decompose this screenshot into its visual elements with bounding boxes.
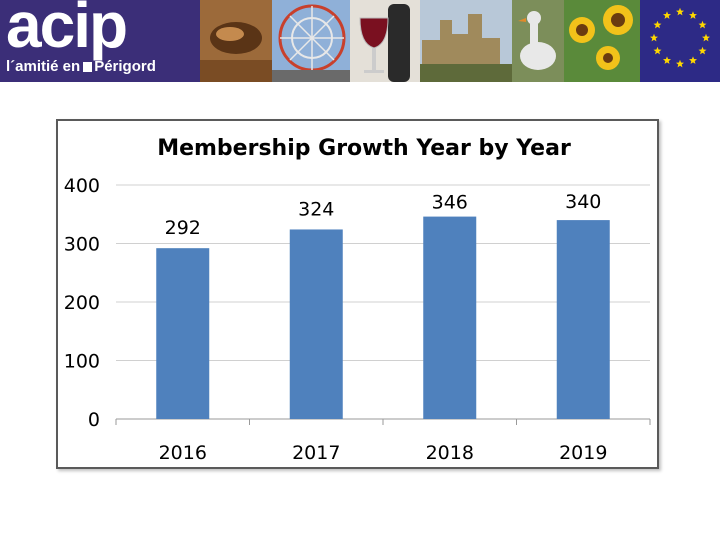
tagline-left: l´amitié en [6,58,81,75]
x-tick-label: 2019 [559,442,607,464]
photo-collage [200,0,720,82]
wine-photo [350,0,420,82]
star-icon [676,7,684,16]
square-icon [83,62,93,72]
y-tick-label: 300 [64,234,100,256]
x-tick-label: 2016 [159,442,207,464]
bar [556,220,610,419]
y-tick-label: 400 [64,175,100,197]
bar [289,229,343,419]
data-labels: 292 324 346 340 [165,191,602,239]
data-label: 324 [298,198,334,220]
star-icon [689,56,697,64]
star-icon [698,20,707,29]
y-tick-label: 200 [64,292,100,314]
star-icon [698,46,707,55]
star-icon [702,33,710,42]
logo-tagline: l´amitié en Périgord [6,58,156,75]
star-icon [676,59,684,68]
star-icon [653,46,662,55]
acip-logo[interactable]: acip l´amitié en Périgord [0,0,200,82]
data-label: 346 [432,192,468,214]
chart-title: Membership Growth Year by Year [157,136,571,161]
sunflowers-photo [564,0,640,82]
star-icon [663,11,671,19]
y-tick-label: 100 [64,351,100,373]
castle-photo [420,0,512,82]
data-label: 292 [165,217,201,239]
x-axis-labels: 2016 2017 2018 2019 [159,442,608,464]
membership-chart: Membership Growth Year by Year 0 100 200 30… [56,119,659,469]
bars [156,216,610,419]
star-icon [653,20,662,29]
logo-wordmark: acip [6,0,128,61]
goose-photo [512,0,564,82]
ferris-wheel-photo [272,0,350,82]
header-banner: acip l´amitié en Périgord [0,0,720,82]
tagline-right: Périgord [94,58,156,75]
cave-painting-photo [200,0,272,82]
chart-canvas: Membership Growth Year by Year 0 100 200 30… [64,136,651,464]
eu-flag [640,0,720,82]
star-icon [689,11,697,19]
data-label: 340 [565,191,601,213]
star-icon [650,33,658,42]
star-icon [663,56,671,64]
bar [423,216,477,419]
y-axis-labels: 0 100 200 300 400 [64,175,100,431]
x-tick-label: 2017 [292,442,340,464]
x-tick-label: 2018 [426,442,474,464]
y-tick-label: 0 [88,409,100,431]
bar [156,248,210,419]
